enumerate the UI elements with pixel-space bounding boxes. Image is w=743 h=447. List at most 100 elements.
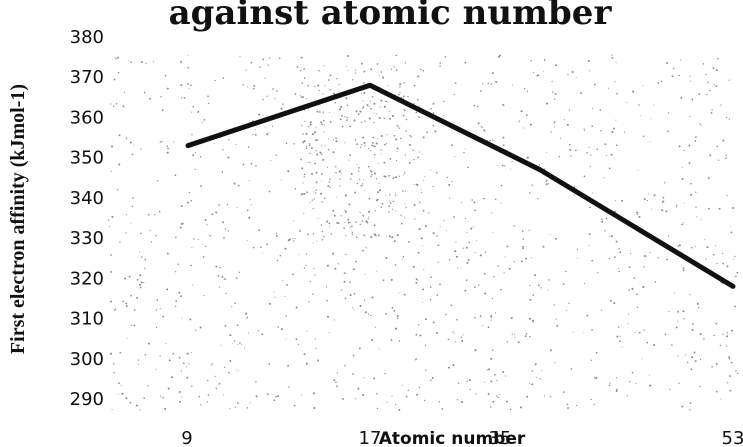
noise-dot	[614, 81, 616, 83]
noise-dot	[438, 401, 440, 403]
noise-dot	[531, 319, 534, 322]
noise-dot	[583, 130, 586, 132]
noise-dot	[385, 195, 387, 196]
noise-dot	[465, 279, 468, 282]
noise-dot	[555, 64, 558, 67]
noise-dot	[340, 114, 343, 117]
noise-dot	[303, 267, 305, 269]
noise-dot	[466, 232, 468, 234]
noise-dot	[122, 300, 124, 303]
noise-dot	[443, 114, 445, 116]
noise-dot	[351, 307, 353, 309]
noise-dot	[235, 143, 237, 145]
noise-dot	[393, 240, 396, 243]
noise-dot	[356, 182, 359, 185]
noise-dot	[137, 359, 140, 361]
noise-dot	[246, 317, 248, 319]
noise-dot	[568, 109, 571, 111]
noise-dot	[699, 385, 701, 388]
noise-dot	[404, 203, 405, 205]
noise-dot	[390, 68, 393, 70]
noise-dot	[716, 145, 719, 148]
noise-dot	[227, 156, 230, 159]
noise-dot	[473, 201, 476, 204]
noise-dot	[522, 238, 525, 240]
noise-dot	[715, 322, 718, 325]
noise-dot	[642, 135, 645, 138]
noise-dot	[467, 166, 469, 169]
noise-dot	[275, 234, 278, 237]
noise-dot	[436, 294, 439, 296]
noise-dot	[407, 96, 409, 98]
noise-dot	[392, 200, 394, 203]
noise-dot	[110, 254, 112, 256]
noise-dot	[327, 315, 329, 318]
noise-dot	[113, 78, 116, 81]
noise-dot	[305, 362, 308, 365]
noise-dot	[167, 147, 169, 150]
noise-dot	[125, 305, 128, 307]
noise-dot	[143, 397, 145, 399]
noise-dot	[322, 111, 324, 113]
noise-dot	[144, 258, 147, 261]
noise-dot	[266, 243, 268, 245]
noise-dot	[494, 198, 497, 201]
noise-dot	[430, 379, 432, 382]
noise-dot	[354, 260, 357, 263]
noise-dot	[583, 283, 586, 285]
noise-dot	[354, 191, 356, 194]
noise-dot	[447, 338, 450, 340]
noise-dot	[568, 302, 570, 305]
noise-dot	[268, 132, 270, 134]
noise-dot	[575, 404, 578, 407]
noise-dot	[607, 87, 609, 89]
noise-dot	[178, 356, 181, 359]
noise-dot	[181, 396, 183, 398]
noise-dot	[356, 164, 358, 166]
noise-dot	[333, 319, 335, 321]
noise-dot	[321, 153, 323, 155]
noise-dot	[736, 271, 739, 274]
noise-dot	[155, 369, 157, 370]
noise-dot	[689, 116, 691, 118]
noise-dot	[678, 244, 681, 247]
noise-dot	[432, 321, 435, 324]
noise-dot	[694, 246, 696, 248]
noise-dot	[715, 245, 717, 247]
noise-dot	[384, 372, 386, 375]
noise-dot	[431, 377, 434, 379]
noise-dot	[180, 97, 183, 99]
noise-dot	[667, 235, 670, 237]
noise-dot	[201, 121, 203, 123]
noise-dot	[529, 335, 531, 338]
noise-dot	[366, 104, 369, 106]
noise-dot	[430, 276, 432, 279]
noise-dot	[347, 55, 350, 57]
noise-dot	[698, 306, 700, 309]
noise-dot	[313, 267, 315, 270]
noise-dot	[179, 226, 182, 229]
noise-dot	[683, 149, 685, 152]
noise-dot	[511, 84, 513, 86]
noise-dot	[423, 268, 425, 270]
noise-dot	[677, 355, 679, 357]
noise-dot	[369, 100, 371, 102]
noise-dot	[599, 109, 602, 111]
noise-dot	[362, 393, 365, 396]
noise-dot	[469, 388, 471, 391]
noise-dot	[413, 183, 415, 185]
noise-dot	[329, 74, 332, 77]
noise-dot	[390, 278, 393, 281]
noise-dot	[162, 396, 164, 399]
noise-dot	[333, 379, 336, 382]
noise-dot	[312, 207, 314, 210]
noise-dot	[730, 361, 733, 364]
noise-dot	[526, 156, 529, 159]
noise-dot	[583, 175, 586, 178]
noise-dot	[321, 230, 323, 233]
noise-dot	[329, 121, 332, 123]
noise-dot	[398, 292, 400, 294]
noise-dot	[588, 245, 590, 247]
noise-dot	[131, 205, 134, 208]
noise-dot	[224, 366, 226, 368]
